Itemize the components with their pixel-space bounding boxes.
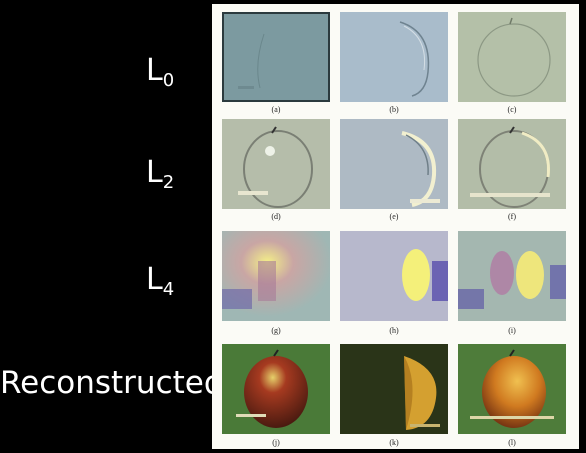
row-label-l2: L2 xyxy=(146,155,175,193)
figure-panel: (a) (b) (c) (d) (e) (f) (g) (h) (i) (j) … xyxy=(212,4,579,449)
caption-b: (b) xyxy=(389,105,399,114)
caption-h: (h) xyxy=(389,326,399,335)
row-label-reconstructed: Reconstructed xyxy=(0,365,224,401)
image-b xyxy=(340,12,448,102)
image-l xyxy=(458,344,566,434)
image-g xyxy=(222,231,330,321)
image-a xyxy=(222,12,330,102)
image-j xyxy=(222,344,330,434)
caption-a: (a) xyxy=(271,105,281,114)
caption-k: (k) xyxy=(389,438,399,447)
caption-e: (e) xyxy=(389,212,399,221)
caption-c: (c) xyxy=(507,105,517,114)
caption-l: (l) xyxy=(508,438,516,447)
image-k xyxy=(340,344,448,434)
image-h xyxy=(340,231,448,321)
row-label-l0: L0 xyxy=(146,53,175,91)
row-label-l4: L4 xyxy=(146,262,175,300)
image-e xyxy=(340,119,448,209)
image-d xyxy=(222,119,330,209)
caption-i: (i) xyxy=(508,326,516,335)
caption-j: (j) xyxy=(272,438,280,447)
caption-f: (f) xyxy=(508,212,516,221)
image-f xyxy=(458,119,566,209)
image-i xyxy=(458,231,566,321)
image-c xyxy=(458,12,566,102)
caption-d: (d) xyxy=(271,212,281,221)
caption-g: (g) xyxy=(271,326,281,335)
